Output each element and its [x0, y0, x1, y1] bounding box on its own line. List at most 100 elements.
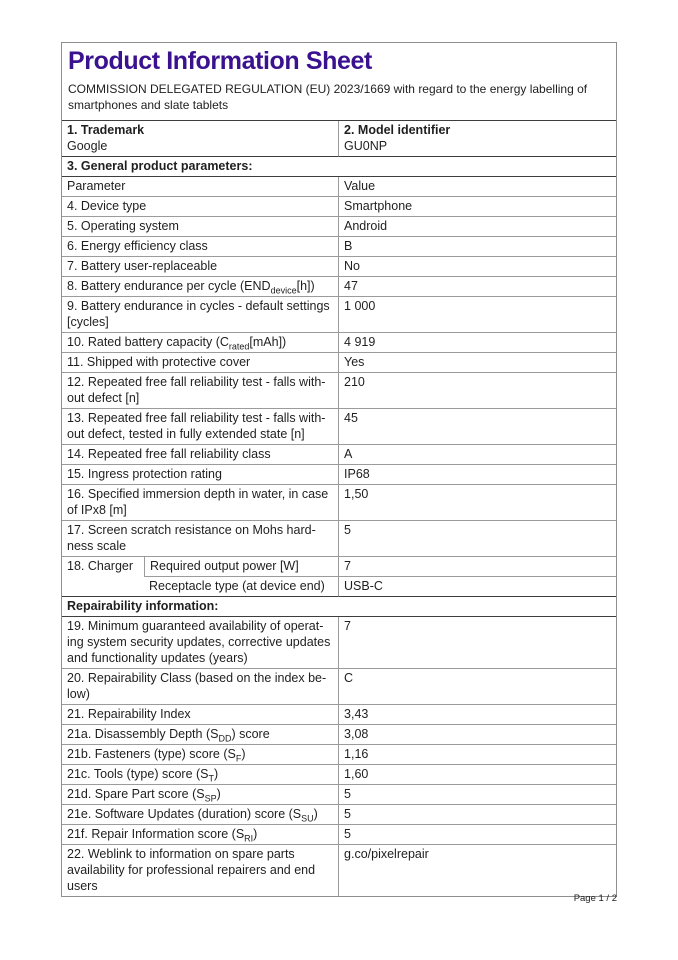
text-segment: Parameter [67, 179, 126, 193]
param-cell: 4. Device type [62, 197, 339, 217]
param-cell: 21d. Spare Part score (SSP) [62, 785, 339, 805]
product-information-sheet: Product Information Sheet COMMISSION DEL… [61, 42, 617, 897]
text-segment: 12. Repeated free fall reliability test … [67, 375, 326, 389]
text-segment: 14. Repeated free fall reliability class [67, 447, 271, 461]
param-cell: 21c. Tools (type) score (ST) [62, 765, 339, 785]
text-segment: 21a. Disassembly Depth (S [67, 727, 219, 741]
table-row: 21e. Software Updates (duration) score (… [62, 805, 616, 825]
subscript-text: DD [218, 733, 232, 744]
subtitle-line-2: smartphones and slate tablets [68, 98, 229, 112]
text-segment: Receptacle type (at device end) [149, 579, 325, 593]
table-row: 5. Operating system Android [62, 217, 616, 237]
table-row: 21. Repairability Index 3,43 [62, 705, 616, 725]
param-cell: 21b. Fasteners (type) score (SF) [62, 745, 339, 765]
text-segment: 20. Repairability Class (based on the in… [67, 671, 327, 685]
text-segment: 19. Minimum guaranteed availability of o… [67, 619, 324, 633]
text-segment: Required output power [W] [150, 559, 299, 573]
page-footer: Page 1 / 2 [61, 893, 617, 904]
table-row: 22. Weblink to information on spare part… [62, 845, 616, 896]
value-cell: Android [338, 217, 616, 237]
text-segment: 16. Specified immersion depth in water, … [67, 487, 329, 501]
table-row: Receptacle type (at device end) USB-C [62, 577, 616, 597]
text-segment: 11. Shipped with protective cover [67, 355, 251, 369]
subscript-text: SP [204, 793, 217, 804]
param-cell: 6. Energy efficiency class [62, 237, 339, 257]
subscript-text: RI [244, 833, 254, 844]
table-row: 7. Battery user-replaceable No [62, 257, 616, 277]
param-cell: 7. Battery user-replaceable [62, 257, 339, 277]
value-cell: 47 [338, 277, 616, 297]
value-cell: 5 [338, 521, 616, 557]
param-cell: 21f. Repair Information score (SRI) [62, 825, 339, 845]
param-cell: 22. Weblink to information on spare part… [62, 845, 338, 896]
text-segment: 6. Energy efficiency class [67, 239, 208, 253]
subscript-text: T [208, 773, 215, 784]
cell-value: Google [67, 139, 108, 153]
value-cell: USB-C [338, 577, 616, 597]
text-segment: ) [216, 787, 221, 801]
text-segment: users [67, 879, 98, 893]
param-cell: 21a. Disassembly Depth (SDD) score [62, 725, 339, 745]
param-cell: 18. Charger [62, 557, 144, 597]
table-row: 8. Battery endurance per cycle (ENDdevic… [62, 277, 616, 297]
model-identifier-cell: 2. Model identifier GU0NP [338, 121, 616, 157]
text-segment: [mAh]) [249, 335, 287, 349]
sheet-header: Product Information Sheet COMMISSION DEL… [62, 43, 616, 120]
subscript-text: F [235, 753, 242, 764]
param-cell: 5. Operating system [62, 217, 339, 237]
table-row: Repairability information: [62, 597, 616, 617]
text-segment: 9. Battery endurance in cycles - default… [67, 299, 330, 313]
text-segment: 21c. Tools (type) score (S [67, 767, 209, 781]
param-cell: 19. Minimum guaranteed availability of o… [62, 617, 339, 669]
text-segment: [h]) [296, 279, 315, 293]
table-row: 21f. Repair Information score (SRI) 5 [62, 825, 616, 845]
table-row: 18. Charger Required output power [W] 7 [62, 557, 616, 597]
value-cell: g.co/pixelrepair [338, 845, 616, 896]
table-row: 15. Ingress protection rating IP68 [62, 465, 616, 485]
param-cell: 17. Screen scratch resistance on Mohs ha… [62, 521, 339, 557]
text-segment: 4. Device type [67, 199, 147, 213]
table-row: 11. Shipped with protective cover Yes [62, 353, 616, 373]
cell-label: 1. Trademark [67, 123, 145, 137]
text-segment: 21. Repairability Index [67, 707, 191, 721]
text-segment: 15. Ingress protection rating [67, 467, 222, 481]
table-row: 21b. Fasteners (type) score (SF) 1,16 [62, 745, 616, 765]
parameters-table-body: 1. Trademark Google 2. Model identifier GU0… [62, 121, 616, 896]
text-segment: ness scale [67, 539, 127, 553]
table-row: 10. Rated battery capacity (Crated[mAh])… [62, 333, 616, 353]
page-title: Product Information Sheet [68, 47, 372, 75]
text-segment: 21f. Repair Information score (S [67, 827, 245, 841]
subtitle-line-1: COMMISSION DELEGATED REGULATION (EU) 202… [68, 82, 588, 96]
table-row: 3. General product parameters: [62, 157, 616, 177]
table-row: Parameter Value [62, 177, 616, 197]
value-cell: 1,50 [338, 485, 616, 521]
param-cell: 16. Specified immersion depth in water, … [62, 485, 339, 521]
text-segment: ) [214, 767, 219, 781]
text-segment: low) [67, 687, 90, 701]
table-row: 12. Repeated free fall reliability test … [62, 373, 616, 409]
param-cell: 10. Rated battery capacity (Crated[mAh]) [62, 333, 339, 353]
text-segment: out defect, tested in fully extended sta… [67, 427, 305, 441]
table-row: 9. Battery endurance in cycles - default… [62, 297, 616, 333]
text-segment: ing system security updates, corrective … [67, 635, 331, 649]
subscript-text: rated [228, 341, 250, 352]
text-segment: ) [241, 747, 246, 761]
table-row: 21c. Tools (type) score (ST) 1,60 [62, 765, 616, 785]
text-segment: 13. Repeated free fall reliability test … [67, 411, 326, 425]
param-cell: 9. Battery endurance in cycles - default… [62, 297, 339, 333]
subscript-text: device [270, 285, 297, 296]
table-row: 16. Specified immersion depth in water, … [62, 485, 616, 521]
text-segment: of IPx8 [m] [67, 503, 127, 517]
table-row: 17. Screen scratch resistance on Mohs ha… [62, 521, 616, 557]
cell-value: GU0NP [344, 139, 388, 153]
table-row: 14. Repeated free fall reliability class… [62, 445, 616, 465]
value-cell: C [338, 669, 616, 705]
value-cell: Value [338, 177, 616, 197]
table-row: 19. Minimum guaranteed availability of o… [62, 617, 616, 669]
param-cell: Parameter [62, 177, 339, 197]
value-cell: 1,16 [338, 745, 616, 765]
table-row: 6. Energy efficiency class B [62, 237, 616, 257]
page-subtitle: COMMISSION DELEGATED REGULATION (EU) 202… [68, 81, 610, 113]
text-segment: out defect [n] [67, 391, 140, 405]
text-segment: ) [253, 827, 258, 841]
